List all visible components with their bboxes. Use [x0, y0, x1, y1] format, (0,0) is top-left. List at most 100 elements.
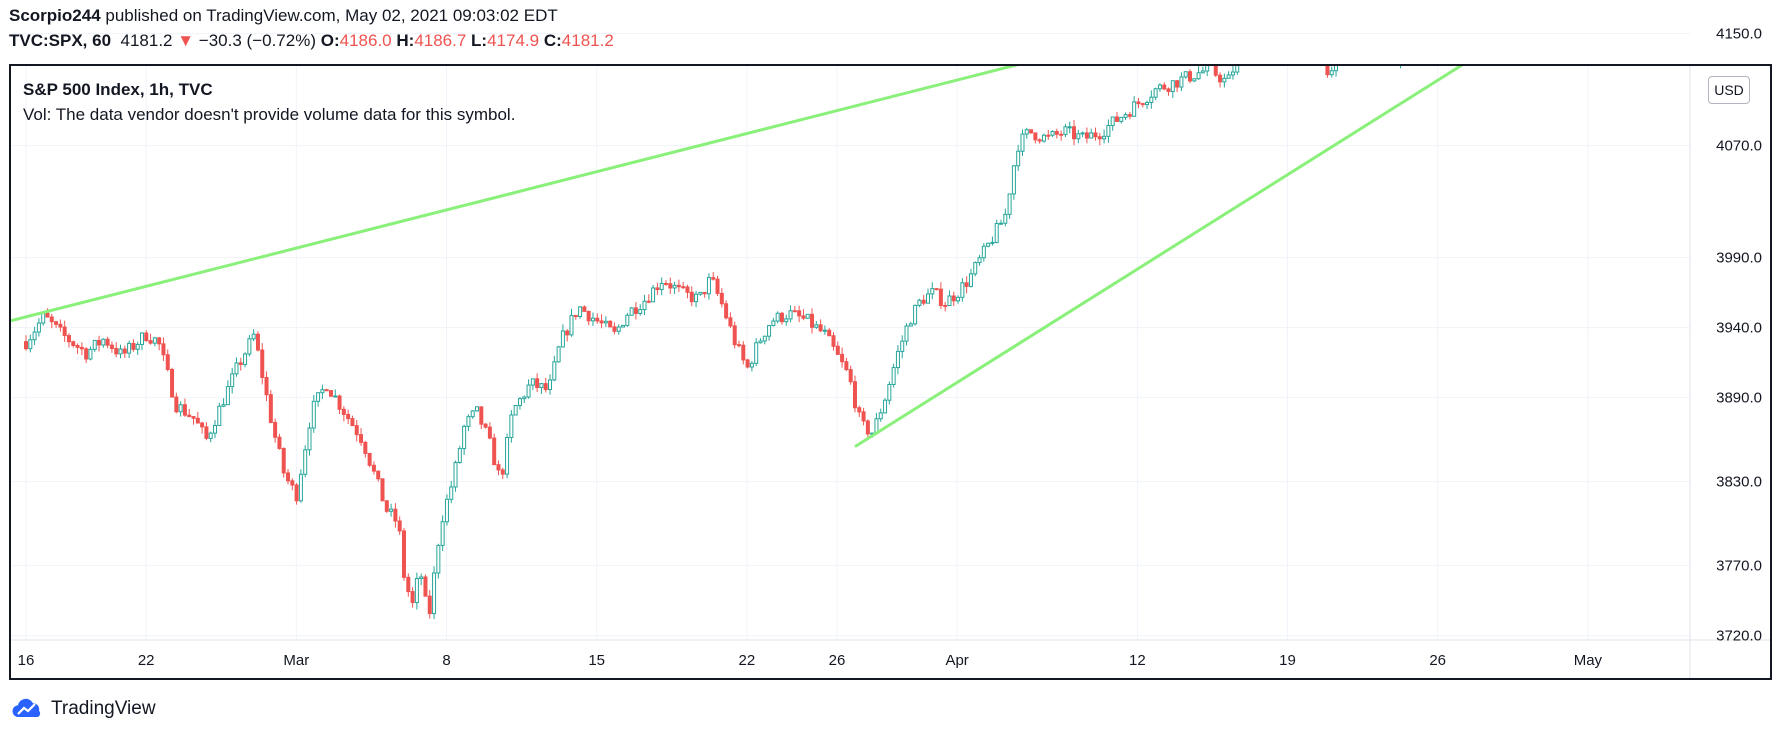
- candle-up: [1153, 88, 1158, 98]
- candle-down: [595, 317, 600, 322]
- candle-down: [427, 595, 432, 615]
- footer-brand[interactable]: TradingView: [9, 694, 156, 724]
- candle-up: [505, 436, 510, 475]
- candle-up: [1020, 133, 1025, 152]
- candle-down: [324, 389, 329, 392]
- candle-down: [633, 307, 638, 315]
- candle-down: [483, 423, 488, 428]
- candle-down: [711, 277, 716, 280]
- candle-down: [1210, 64, 1213, 65]
- candle-down: [1386, 32, 1389, 46]
- candle-up: [1222, 77, 1227, 83]
- candle-down: [1046, 134, 1051, 137]
- candle-up: [539, 383, 544, 389]
- candle-down: [286, 472, 291, 482]
- trendline-lower[interactable]: [854, 0, 1690, 448]
- candle-down: [1166, 88, 1171, 92]
- candle-up: [977, 257, 982, 264]
- candle-up: [638, 309, 643, 315]
- candle-up: [88, 348, 93, 360]
- candle-up: [672, 284, 677, 289]
- candle-down: [24, 341, 29, 350]
- candle-up: [1420, 16, 1423, 21]
- candle-down: [792, 310, 797, 313]
- candle-down: [865, 420, 870, 435]
- candle-up: [311, 400, 316, 429]
- candle-up: [878, 412, 883, 420]
- candle-up: [389, 508, 394, 512]
- candle-down: [423, 576, 428, 597]
- candle-up: [1226, 74, 1231, 79]
- candle-up: [1145, 102, 1150, 106]
- candle-down: [165, 354, 170, 370]
- candle-up: [1179, 76, 1184, 88]
- candle-up: [1123, 114, 1128, 118]
- price-axis-label: 3720.0: [1716, 628, 1762, 645]
- candle-up: [775, 312, 780, 322]
- candle-down: [1377, 19, 1380, 29]
- candle-down: [573, 314, 578, 317]
- candle-up: [208, 432, 213, 439]
- candle-down: [676, 284, 681, 288]
- author-name[interactable]: Scorpio244: [9, 6, 101, 25]
- time-axis-label: 12: [1129, 652, 1146, 669]
- candle-up: [1119, 116, 1124, 122]
- candle-up: [990, 241, 995, 244]
- candle-down: [599, 320, 604, 324]
- candle-down: [689, 291, 694, 303]
- currency-button[interactable]: USD: [1708, 76, 1750, 104]
- candle-up: [1050, 131, 1055, 136]
- candle-up: [590, 317, 595, 322]
- candle-down: [535, 378, 540, 389]
- candle-down: [363, 441, 368, 454]
- publish-date: published on TradingView.com, May 02, 20…: [100, 6, 558, 25]
- candle-down: [71, 341, 76, 347]
- price-axis-label: 4150.0: [1716, 26, 1762, 43]
- candle-down: [367, 452, 372, 466]
- candle-down: [715, 278, 720, 294]
- candle-down: [1114, 116, 1119, 122]
- candle-down: [1187, 71, 1192, 82]
- open-value: 4186.0: [339, 31, 392, 50]
- candle-up: [414, 578, 419, 604]
- candle-up: [616, 326, 621, 332]
- candle-down: [350, 418, 355, 427]
- candle-up: [470, 410, 475, 418]
- candle-up: [621, 324, 626, 328]
- candle-up: [900, 340, 905, 352]
- candle-up: [904, 325, 909, 342]
- candles-group: [11, 0, 1690, 620]
- candle-down: [685, 286, 690, 293]
- candle-up: [251, 333, 256, 340]
- candle-down: [810, 313, 815, 328]
- candle-up: [973, 262, 978, 275]
- candle-up: [956, 296, 961, 302]
- candle-up: [625, 314, 630, 326]
- candle-down: [114, 347, 119, 355]
- candle-down: [328, 390, 333, 397]
- candle-up: [895, 350, 900, 369]
- candle-up: [1240, 46, 1243, 56]
- candle-up: [960, 282, 965, 298]
- candle-down: [273, 421, 278, 438]
- candle-down: [1072, 126, 1077, 140]
- candle-down: [1382, 29, 1385, 32]
- candle-down: [84, 348, 89, 360]
- candle-down: [97, 339, 102, 346]
- candle-up: [1080, 132, 1085, 135]
- candle-up: [1365, 37, 1368, 45]
- price-axis-label: 3890.0: [1716, 390, 1762, 407]
- time-axis-label: 8: [442, 652, 450, 669]
- candle-up: [307, 427, 312, 451]
- candle-up: [1157, 84, 1162, 90]
- candle-down: [260, 349, 265, 378]
- candle-up: [320, 389, 325, 394]
- candle-down: [496, 464, 501, 471]
- candle-down: [105, 338, 110, 346]
- candle-down: [848, 369, 853, 383]
- candle-up: [1399, 61, 1402, 64]
- candle-down: [835, 345, 840, 355]
- trendline-upper[interactable]: [11, 0, 1690, 323]
- candle-down: [831, 335, 836, 347]
